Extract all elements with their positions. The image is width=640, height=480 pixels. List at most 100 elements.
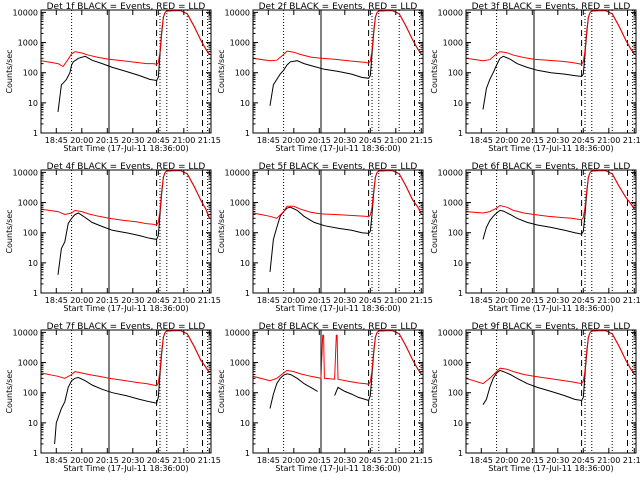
y-tick-label: 1 [458,289,463,298]
x-tick-label: 20:15 [96,136,119,145]
x-axis-label: Start Time (17-Jul-11 18:36:00) [63,304,188,313]
y-tick-label: 1000 [443,39,463,48]
series-events [269,170,422,272]
panel-det-9: Det 9f BLACK = Events, RED = LLD 1 10 100 10… [430,322,640,473]
x-tick-label: 20:45 [572,456,595,465]
x-tick-label: 20:45 [572,296,595,305]
x-axis-label: Start Time (17-Jul-11 18:36:00) [275,144,400,153]
series-lld [253,170,422,219]
y-tick-label: 10000 [438,168,463,177]
y-tick-label: 1000 [443,359,463,368]
x-axis-label: Start Time (17-Jul-11 18:36:00) [275,464,400,473]
y-tick-label: 1000 [230,39,250,48]
x-tick-label: 20:30 [546,456,569,465]
y-tick-label: 1 [458,449,463,458]
panel-det-6: Det 6f BLACK = Events, RED = LLD 1 10 100 10… [430,162,640,313]
x-tick-label: 20:30 [546,136,569,145]
x-axis-label: Start Time (17-Jul-11 18:36:00) [488,464,613,473]
x-tick-label: 20:00 [282,296,305,305]
x-tick-label: 20:00 [282,136,305,145]
x-tick-label: 20:15 [521,296,544,305]
panel-title: Det 2f BLACK = Events, RED = LLD [259,2,418,12]
y-axis-label: Counts/sec [217,49,226,93]
panel-det-1: Det 1f BLACK = Events, RED = LLD 1 10 100 10… [5,2,221,153]
x-tick-label: 21:00 [597,296,620,305]
x-tick-label: 20:45 [359,296,382,305]
x-tick-label: 20:15 [521,136,544,145]
series-events [482,170,635,240]
panel-title: Det 6f BLACK = Events, RED = LLD [472,162,631,172]
y-tick-label: 1000 [443,199,463,208]
series-lld [41,10,210,68]
x-axis-label: Start Time (17-Jul-11 18:36:00) [275,304,400,313]
y-tick-label: 1000 [18,359,38,368]
series-lld [466,330,635,385]
x-tick-label: 20:00 [495,136,518,145]
series-events [57,10,210,112]
y-tick-label: 10 [240,419,250,428]
x-tick-label: 20:30 [121,296,144,305]
panel-det-4: Det 4f BLACK = Events, RED = LLD 1 10 100 10… [5,162,221,313]
x-tick-label: 20:00 [70,136,93,145]
y-tick-label: 100 [448,229,463,238]
y-tick-label: 1 [245,289,250,298]
y-tick-label: 1000 [18,39,38,48]
x-tick-label: 18:45 [470,136,493,145]
x-tick-label: 18:45 [45,136,68,145]
x-axis-label: Start Time (17-Jul-11 18:36:00) [63,464,188,473]
x-tick-label: 18:45 [257,136,280,145]
x-tick-label: 20:15 [521,456,544,465]
x-tick-label: 18:45 [257,456,280,465]
panel-title: Det 1f BLACK = Events, RED = LLD [47,2,206,12]
y-tick-label: 1000 [230,359,250,368]
x-tick-label: 20:15 [308,136,331,145]
x-tick-label: 20:45 [147,136,170,145]
panel-det-5: Det 5f BLACK = Events, RED = LLD 1 10 100 10… [217,162,433,313]
y-tick-label: 10 [28,259,38,268]
y-tick-label: 100 [448,69,463,78]
y-tick-label: 1 [33,129,38,138]
x-tick-label: 20:30 [121,136,144,145]
y-tick-label: 10 [28,99,38,108]
y-tick-label: 10 [453,259,463,268]
y-axis-label: Counts/sec [5,209,14,253]
plot-frame [252,169,424,294]
x-tick-label: 21:00 [172,296,195,305]
y-tick-label: 100 [235,69,250,78]
series-events [57,170,210,275]
x-tick-label: 18:45 [470,456,493,465]
plot-frame [465,329,637,454]
x-tick-label: 20:45 [359,136,382,145]
x-tick-label: 20:45 [147,296,170,305]
y-tick-label: 1 [458,129,463,138]
y-tick-label: 10000 [225,328,250,337]
y-tick-label: 1 [33,289,38,298]
x-tick-label: 21:15 [623,136,640,145]
series-lld [253,10,422,64]
x-tick-label: 18:45 [470,296,493,305]
series-lld [41,330,210,387]
x-tick-label: 20:45 [572,136,595,145]
y-tick-label: 100 [448,389,463,398]
y-axis-label: Counts/sec [430,49,439,93]
y-tick-label: 1000 [18,199,38,208]
x-tick-label: 18:45 [257,296,280,305]
y-tick-label: 10000 [225,168,250,177]
x-tick-label: 20:15 [96,296,119,305]
x-tick-label: 20:00 [495,456,518,465]
y-tick-label: 1 [245,129,250,138]
y-tick-label: 1000 [230,199,250,208]
x-tick-label: 21:00 [384,456,407,465]
x-tick-label: 20:45 [359,456,382,465]
series-lld [466,170,635,221]
plot-frame [40,9,212,134]
x-tick-label: 20:30 [546,296,569,305]
x-tick-label: 20:00 [495,296,518,305]
plot-frame [252,329,424,454]
y-axis-label: Counts/sec [217,369,226,413]
y-tick-label: 10 [28,419,38,428]
plot-frame [465,9,637,134]
y-tick-label: 1 [33,449,38,458]
y-tick-label: 100 [23,69,38,78]
y-tick-label: 100 [23,389,38,398]
